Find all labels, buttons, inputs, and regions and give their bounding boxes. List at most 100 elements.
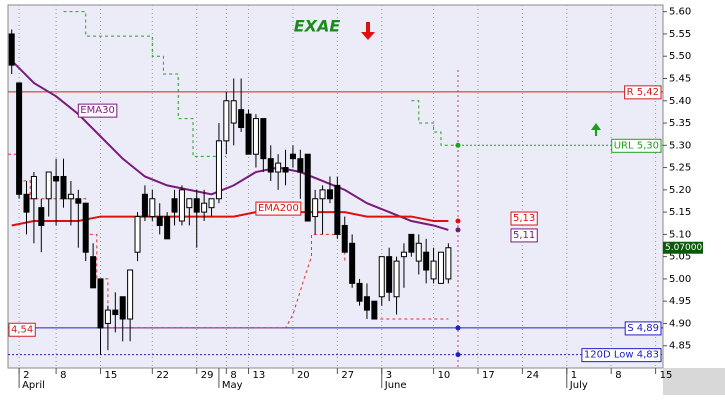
candle-body bbox=[297, 158, 304, 173]
series-label: EMA200 bbox=[258, 203, 299, 214]
x-tick-label: 10 bbox=[438, 370, 451, 381]
month-label: May bbox=[222, 380, 243, 391]
candle-body bbox=[275, 162, 282, 173]
y-tick-label: 4.85 bbox=[669, 341, 691, 352]
chart-title: EXAE bbox=[294, 17, 341, 36]
price-tag: 5.07000 bbox=[665, 243, 702, 253]
y-tick-label: 5.55 bbox=[669, 29, 691, 40]
level-label: 120D Low 4,83 bbox=[584, 350, 659, 361]
candle-body bbox=[112, 309, 119, 316]
candle-body bbox=[386, 256, 393, 293]
candle-body bbox=[289, 153, 296, 160]
x-tick-label: 1 bbox=[571, 370, 577, 381]
price-tag-box bbox=[663, 241, 703, 254]
end-dot bbox=[455, 218, 461, 224]
x-tick-label: 8 bbox=[230, 370, 236, 381]
month-label: June bbox=[384, 380, 407, 391]
x-tick-label: 13 bbox=[253, 370, 266, 381]
down-arrow bbox=[361, 22, 375, 40]
candle-body bbox=[67, 193, 74, 200]
candle-body bbox=[171, 198, 178, 213]
month-label: July bbox=[569, 380, 588, 391]
y-tick-label: 5.10 bbox=[669, 229, 691, 240]
y-tick-label: 5.15 bbox=[669, 207, 691, 218]
x-tick-label: 15 bbox=[105, 370, 118, 381]
candle-body bbox=[230, 100, 237, 124]
level-dot bbox=[455, 142, 461, 148]
x-tick-label: 27 bbox=[341, 370, 354, 381]
candle-body bbox=[371, 300, 378, 320]
y-tick-label: 5.35 bbox=[669, 118, 691, 129]
candle-body bbox=[304, 153, 311, 222]
end-label-box bbox=[510, 228, 538, 243]
candle-body bbox=[119, 296, 126, 320]
x-tick-label: 3 bbox=[386, 370, 392, 381]
candle-body bbox=[178, 189, 185, 222]
level-label-box bbox=[624, 85, 662, 100]
candle-body bbox=[423, 251, 430, 271]
y-tick-label: 5.60 bbox=[669, 7, 691, 18]
candle-body bbox=[208, 198, 215, 209]
candle-body bbox=[223, 100, 230, 142]
end-label: 5,13 bbox=[513, 213, 535, 224]
candle-body bbox=[8, 33, 15, 66]
x-tick-label: 2 bbox=[23, 370, 29, 381]
candle-body bbox=[252, 118, 259, 155]
stop-line bbox=[63, 11, 458, 157]
level-label: S 4,89 bbox=[627, 323, 659, 334]
y-tick-label: 5.25 bbox=[669, 163, 691, 174]
x-tick-label: 8 bbox=[615, 370, 621, 381]
corner bbox=[663, 368, 725, 395]
candle-body bbox=[312, 198, 319, 218]
candle-body bbox=[97, 278, 104, 329]
candle-body bbox=[245, 113, 252, 155]
candle-body bbox=[363, 296, 370, 311]
candle-body bbox=[45, 171, 52, 200]
x-tick-label: 24 bbox=[526, 370, 539, 381]
stop-line bbox=[8, 153, 449, 329]
x-tick-label: 20 bbox=[297, 370, 310, 381]
candle-body bbox=[38, 207, 45, 226]
candle-body bbox=[23, 193, 30, 213]
candle-body bbox=[104, 309, 111, 324]
y-tick-label: 5.30 bbox=[669, 140, 691, 151]
end-dot bbox=[455, 227, 461, 233]
y-tick-label: 5.45 bbox=[669, 73, 691, 84]
level-label-box bbox=[611, 138, 662, 153]
candle-body bbox=[90, 256, 97, 289]
candle-body bbox=[326, 189, 333, 200]
y-tick-label: 5.00 bbox=[669, 274, 691, 285]
y-tick-label: 4.90 bbox=[669, 318, 691, 329]
candle-body bbox=[186, 198, 193, 209]
left-label: 4,54 bbox=[11, 324, 33, 335]
candle-body bbox=[341, 224, 348, 253]
x-tick-label: 15 bbox=[660, 370, 673, 381]
level-dot bbox=[455, 325, 461, 331]
candle-body bbox=[282, 167, 289, 173]
level-dot bbox=[455, 352, 461, 358]
x-tick-label: 17 bbox=[482, 370, 495, 381]
candle-body bbox=[156, 216, 163, 226]
x-tick-label: 8 bbox=[60, 370, 66, 381]
candle-body bbox=[437, 251, 444, 284]
level-label-box bbox=[581, 348, 662, 363]
candle-body bbox=[164, 216, 171, 240]
candle-body bbox=[53, 175, 60, 182]
candle-body bbox=[75, 198, 82, 204]
candle-body bbox=[356, 282, 363, 302]
level-label-box bbox=[624, 321, 662, 336]
candle-body bbox=[408, 233, 415, 253]
y-tick-label: 4.95 bbox=[669, 296, 691, 307]
candle-body bbox=[267, 158, 274, 173]
x-tick-label: 29 bbox=[201, 370, 214, 381]
candle-body bbox=[16, 82, 23, 195]
candle-body bbox=[319, 189, 326, 200]
end-label-box bbox=[510, 211, 538, 226]
candle-body bbox=[260, 118, 267, 160]
y-tick-label: 5.40 bbox=[669, 96, 691, 107]
series-label: EMA30 bbox=[80, 105, 115, 116]
candle-body bbox=[127, 269, 134, 320]
candle-body bbox=[149, 198, 156, 218]
candle-body bbox=[134, 216, 141, 253]
end-label: 5,11 bbox=[513, 230, 535, 241]
